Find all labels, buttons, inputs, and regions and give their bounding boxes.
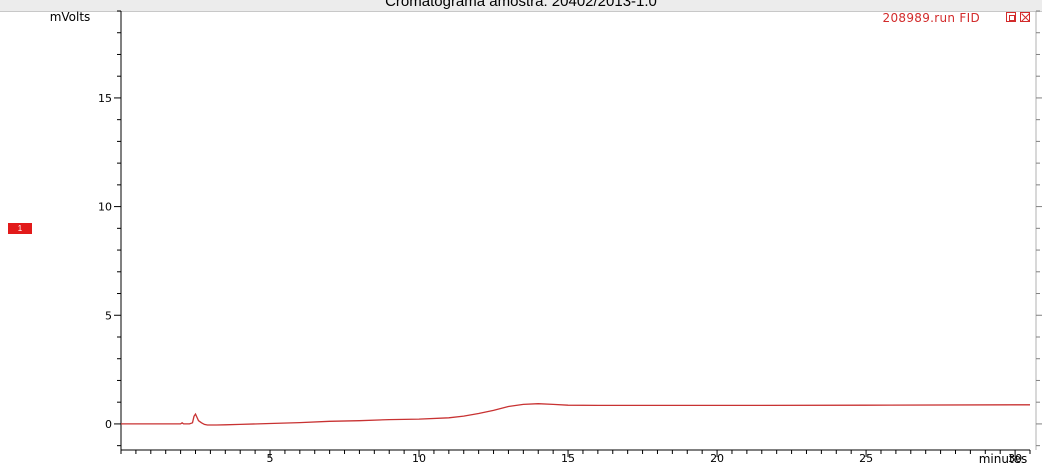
y-tick-label: 15	[98, 92, 112, 105]
close-icon[interactable]	[1020, 12, 1030, 22]
restore-icon[interactable]	[1006, 12, 1016, 22]
signal-trace-layer	[121, 403, 1030, 426]
x-tick-label: 20	[710, 452, 724, 464]
x-axis-label: minutes	[979, 452, 1028, 464]
x-tick-label: 15	[561, 452, 575, 464]
y-tick-label: 5	[105, 309, 112, 322]
y-tick-label: 10	[98, 201, 112, 214]
x-tick-label: 5	[267, 452, 274, 464]
axes	[120, 11, 1037, 451]
x-tick-label: 25	[859, 452, 873, 464]
chart-title: Cromatograma amostra: 20402/2013-1.0	[385, 0, 657, 10]
y-axis-label: mVolts	[50, 10, 91, 24]
x-tick-label: 10	[412, 452, 426, 464]
ticks: 0 5 10 15 5 10 15 20 25 30	[98, 10, 1042, 464]
y-tick-label: 0	[105, 418, 112, 431]
title-bar: Cromatograma amostra: 20402/2013-1.0	[0, 0, 1042, 12]
peak-marker-badge[interactable]: 1	[8, 223, 32, 234]
run-file-label: 208989.run FID	[882, 11, 980, 25]
signal-trace	[121, 403, 1030, 426]
x-tick-label: 30	[1008, 452, 1022, 464]
